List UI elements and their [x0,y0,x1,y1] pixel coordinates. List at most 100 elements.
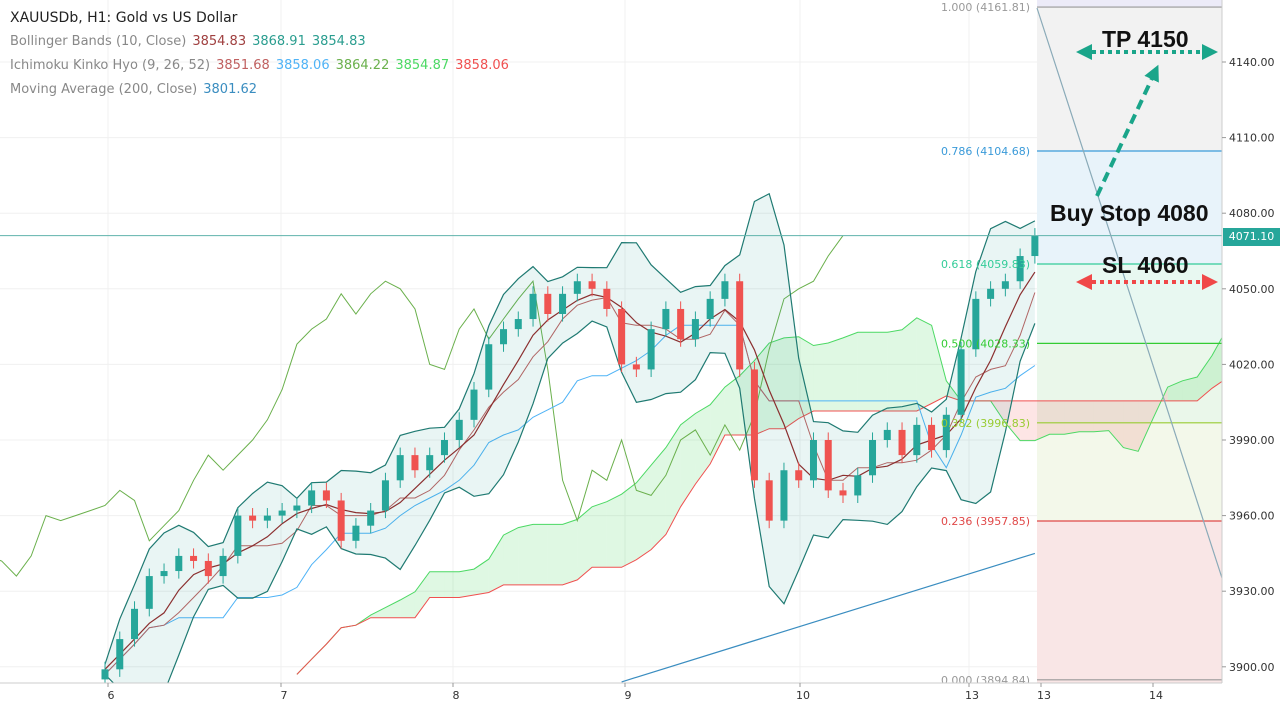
candle [204,560,212,577]
moving-average-200 [621,552,1036,683]
ichimoku-cloud-segment [902,317,917,412]
candle [736,281,744,370]
legend-moving-average[interactable]: Moving Average (200, Close) 3801.62 [10,78,509,102]
candle [116,639,124,670]
candle [824,440,832,491]
candle [603,288,611,309]
ichimoku-cloud-segment [547,524,563,585]
candle [529,293,537,320]
candle [839,490,847,496]
sl-annotation[interactable]: SL 4060 [1102,252,1189,278]
chart-title: XAUUSDb, H1: Gold vs US Dollar [10,10,238,26]
bollinger-band-fill [105,193,1035,698]
candle [500,329,508,345]
ichimoku-cloud-segment [843,332,858,412]
fib-zone [1037,7,1222,152]
candle [913,424,921,456]
x-tick-label: 8 [453,689,460,702]
x-tick-label: 6 [108,689,115,702]
indicator-value: 3854.83 [192,34,247,49]
candle [809,440,817,481]
ichimoku-cloud-segment [1138,400,1153,452]
x-tick-label: 13 [1037,689,1051,702]
ichimoku-cloud-segment [798,336,814,419]
candle [795,470,803,481]
ichimoku-cloud-segment [724,375,740,435]
candle [662,308,670,330]
legend-bollinger[interactable]: Bollinger Bands (10, Close) 3854.83 3868.9… [10,30,509,54]
candle [869,440,877,476]
ichimoku-cloud-segment [769,337,784,429]
candle [411,455,419,471]
candle [293,505,301,511]
chart-legend: XAUUSDb, H1: Gold vs US Dollar Bollinger… [10,6,509,102]
fib-level-label: 1.000 (4161.81) [941,1,1030,14]
candle [942,414,950,451]
candle [263,515,271,521]
y-tick-label: 4020.00 [1229,358,1275,371]
candle [470,389,478,420]
indicator-value: 3864.22 [335,58,390,73]
fib-level-label: 0.618 (4059.83) [941,258,1030,271]
candle [322,490,330,501]
buy-stop-annotation[interactable]: Buy Stop 4080 [1050,200,1209,226]
candle [514,319,522,330]
ichimoku-cloud-segment [1197,355,1212,401]
y-tick-label: 3900.00 [1229,661,1275,674]
ichimoku-cloud-segment [1064,400,1080,435]
fib-level-label: 0.786 (4104.68) [941,145,1030,158]
indicator-label: Moving Average (200, Close) [10,82,198,97]
candle [175,555,183,572]
ichimoku-cloud-segment [1182,377,1198,401]
ichimoku-cloud-segment [621,482,637,568]
fib-zone [1037,679,1222,683]
candle [367,510,375,526]
fib-zone [1037,151,1222,265]
tp-annotation[interactable]: TP 4150 [1102,26,1189,52]
ichimoku-cloud-segment [1020,400,1035,441]
fib-level-label: 0.500 (4028.33) [941,337,1030,350]
candle [750,369,758,481]
ichimoku-cloud-segment [385,600,401,618]
ichimoku-cloud-segment [931,325,947,404]
y-tick-label: 3990.00 [1229,434,1275,447]
fib-level-label: 0.382 (3996.83) [941,417,1030,430]
candle [573,281,581,294]
candle [780,470,788,521]
candle [337,500,345,541]
time-axis [0,683,1280,704]
candle [440,440,448,456]
indicator-value: 3854.87 [395,58,450,73]
fib-zone [1037,422,1222,522]
ichimoku-cloud-segment [695,404,711,485]
candle [647,329,655,370]
ichimoku-cloud-segment [414,571,430,618]
ichimoku-conversion-line [104,292,1036,675]
candle [706,298,714,320]
candle [898,429,906,456]
ichimoku-cloud-segment [636,465,652,560]
indicator-value: 3801.62 [203,82,258,97]
x-tick-label: 9 [625,689,632,702]
candle [485,344,493,390]
ichimoku-cloud-segment [459,569,474,598]
ichimoku-cloud-segment [1079,400,1094,432]
x-tick-label: 10 [796,689,810,702]
indicator-label: Bollinger Bands (10, Close) [10,34,187,49]
candle [145,576,153,609]
candle [677,308,685,340]
candle [426,455,434,471]
ichimoku-cloud-segment [857,332,873,412]
legend-ichimoku[interactable]: Ichimoku Kinko Hyo (9, 26, 52) 3851.68 385… [10,54,509,78]
ichimoku-cloud-segment [488,535,504,593]
y-tick-label: 4080.00 [1229,207,1275,220]
bollinger-basis [104,271,1036,670]
y-tick-label: 4140.00 [1229,56,1275,69]
trend-line [1036,7,1223,579]
candle [308,490,316,506]
candle [219,555,227,577]
ichimoku-cloud-segment [1049,400,1065,435]
candle [190,555,198,561]
ichimoku-cloud-segment [370,607,386,618]
